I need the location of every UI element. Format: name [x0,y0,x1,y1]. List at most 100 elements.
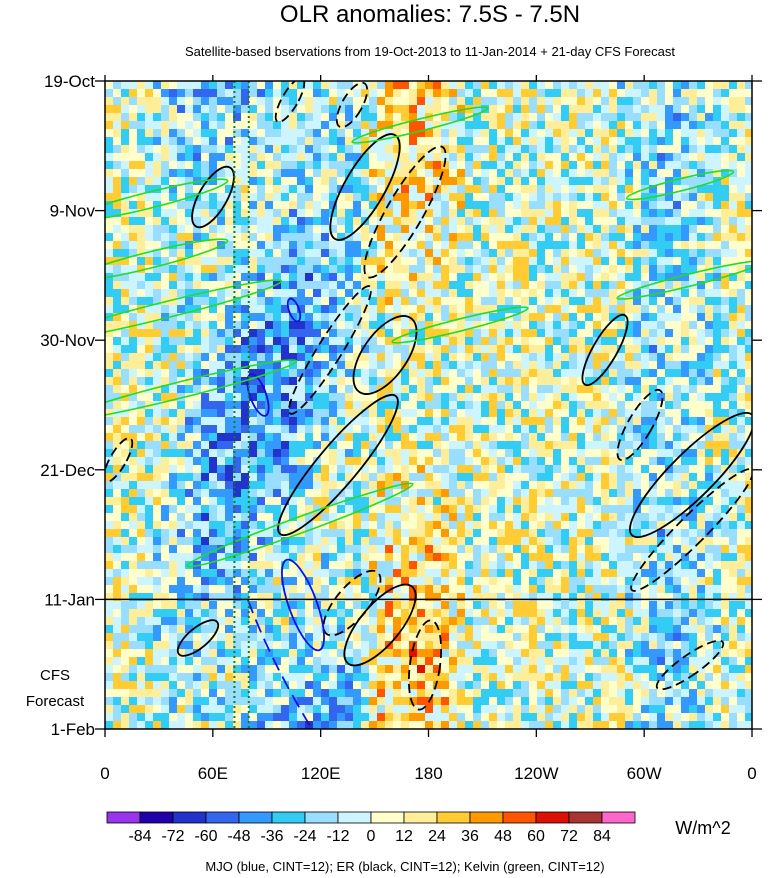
field-cell [745,81,752,89]
field-cell [329,217,337,225]
field-cell [633,265,641,273]
field-cell [169,609,177,617]
field-cell [377,289,385,297]
field-cell [689,105,697,113]
field-cell [369,249,377,257]
field-cell [433,441,441,449]
field-cell [257,305,265,313]
field-cell [241,273,249,281]
field-cell [337,297,345,305]
field-cell [153,393,161,401]
field-cell [681,385,689,393]
field-cell [625,529,633,537]
field-cell [457,441,465,449]
field-cell [337,81,345,89]
field-cell [257,449,265,457]
field-cell [529,505,537,513]
field-cell [617,369,625,377]
field-cell [153,281,161,289]
field-cell [241,217,249,225]
field-cell [569,281,577,289]
field-cell [137,337,145,345]
field-cell [681,561,689,569]
field-cell [529,633,537,641]
field-cell [521,273,529,281]
field-cell [529,393,537,401]
field-cell [129,273,137,281]
field-cell [617,521,625,529]
field-cell [409,641,417,649]
field-cell [209,489,217,497]
field-cell [177,281,185,289]
field-cell [601,433,609,441]
field-cell [241,497,249,505]
field-cell [193,345,201,353]
field-cell [297,457,305,465]
field-cell [273,401,281,409]
field-cell [377,81,385,89]
field-cell [105,105,113,113]
field-cell [457,449,465,457]
field-cell [193,553,201,561]
field-cell [297,329,305,337]
field-cell [681,225,689,233]
field-cell [505,377,513,385]
field-cell [657,249,665,257]
field-cell [297,641,305,649]
field-cell [641,241,649,249]
field-cell [337,273,345,281]
field-cell [641,225,649,233]
field-cell [169,369,177,377]
field-cell [193,113,201,121]
field-cell [409,281,417,289]
field-cell [321,305,329,313]
field-cell [305,617,313,625]
field-cell [473,337,481,345]
field-cell [649,201,657,209]
field-cell [641,265,649,273]
field-cell [713,529,721,537]
field-cell [145,105,153,113]
field-cell [433,193,441,201]
field-cell [433,89,441,97]
field-cell [465,289,473,297]
field-cell [321,465,329,473]
field-cell [265,113,273,121]
field-cell [289,273,297,281]
field-cell [633,617,641,625]
field-cell [561,425,569,433]
field-cell [313,129,321,137]
field-cell [417,129,425,137]
field-cell [441,561,449,569]
field-cell [393,497,401,505]
field-cell [561,593,569,601]
field-cell [185,145,193,153]
field-cell [553,401,561,409]
field-cell [473,657,481,665]
field-cell [401,265,409,273]
field-cell [289,657,297,665]
field-cell [377,489,385,497]
field-cell [289,329,297,337]
field-cell [705,425,713,433]
field-cell [641,497,649,505]
field-cell [737,129,745,137]
field-cell [385,401,393,409]
field-cell [705,481,713,489]
field-cell [385,89,393,97]
field-cell [473,641,481,649]
field-cell [521,497,529,505]
field-cell [225,569,233,577]
field-cell [273,169,281,177]
field-cell [457,233,465,241]
field-cell [465,273,473,281]
field-cell [297,665,305,673]
field-cell [729,305,737,313]
field-cell [729,377,737,385]
field-cell [585,217,593,225]
field-cell [593,393,601,401]
field-cell [105,449,113,457]
field-cell [393,217,401,225]
field-cell [585,401,593,409]
field-cell [433,129,441,137]
